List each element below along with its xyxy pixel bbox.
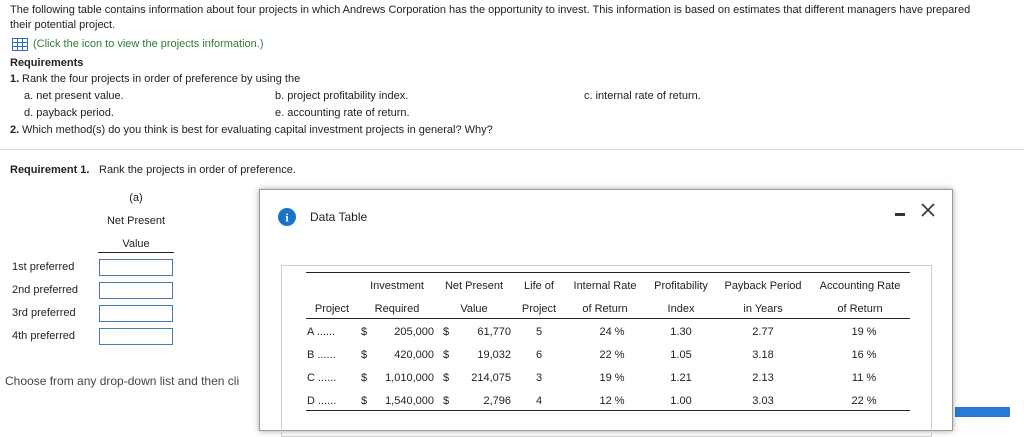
close-button[interactable] [921,203,935,217]
table-cell: $ [443,372,450,384]
dialog: i Data Table Investment Net Present Life o… [259,189,953,437]
table-cell: B ...... [307,349,336,361]
table-cell: 12 % [599,395,625,407]
table-cell: 3 [535,372,543,384]
table-cell: $ [361,326,368,338]
column-header: Index [667,303,695,315]
column-header: Net Present [444,280,504,292]
divider [0,149,1024,150]
table-cell: 61,770 [477,326,511,338]
grid-icon[interactable] [12,38,28,51]
row-label: 2nd preferred [12,284,79,296]
column-header: Value [460,303,488,315]
table-cell: 19,032 [477,349,511,361]
item-text: Rank the four projects in order of prefe… [22,73,301,85]
option: d. payback period. [24,107,114,119]
column-header: Accounting Rate [819,280,901,292]
instruction: Choose from any drop-down list and then … [5,374,240,388]
table-cell: 1,010,000 [385,372,434,384]
column-header: Life of [524,280,554,292]
table-cell: 4 [535,395,543,407]
table-cell: 11 % [851,372,877,384]
data-table-frame: Investment Net Present Life of Internal Rat… [281,265,932,437]
table-cell: $ [443,395,450,407]
table-rule [306,318,910,319]
table-cell: 6 [535,349,543,361]
requirements-heading: Requirements [10,57,84,69]
column-header: Value [122,238,150,250]
table-cell: $ [443,349,450,361]
table-cell: 1,540,000 [385,395,434,407]
option: e. accounting rate of return. [275,107,410,119]
table-cell: 214,075 [471,372,511,384]
minimize-button[interactable] [895,213,905,216]
table-rule [306,410,910,411]
button[interactable] [955,407,1010,417]
item-number: 2. [10,124,20,136]
table-cell: $ [361,349,368,361]
table-cell: 2,796 [483,395,511,407]
table-cell: 1.00 [670,395,692,407]
svg-text:i: i [285,211,289,225]
table-cell: D ...... [307,395,337,407]
info-link[interactable]: (Click the icon to view the projects inf… [33,38,264,50]
row-label: 4th preferred [12,330,75,342]
table-cell: 420,000 [394,349,434,361]
table-cell: 2.77 [752,326,774,338]
table-cell: $ [361,395,368,407]
table-rule [306,272,910,273]
column-header: Net Present [106,215,166,227]
table-cell: 1.21 [670,372,692,384]
table-cell: 205,000 [394,326,434,338]
table-cell: 3.18 [752,349,774,361]
table-cell: A ...... [307,326,336,338]
info-icon: i [278,208,296,226]
row-label: 3rd preferred [12,307,76,319]
table-cell: 22 % [851,395,877,407]
column-header: Project [314,303,350,315]
table-cell: 3.03 [752,395,774,407]
item-number: 1. [10,73,20,85]
table-cell: 22 % [599,349,625,361]
intro-line: The following table contains information… [10,4,971,16]
table-cell: 24 % [599,326,625,338]
column-header: Payback Period [724,280,802,292]
column-header: in Years [743,303,783,315]
table-cell: 19 % [851,326,877,338]
option: c. internal rate of return. [584,90,701,102]
item-text: Which method(s) do you think is best for… [22,124,493,136]
requirement-text: Rank the projects in order of preference… [99,164,296,176]
column-header: Profitability [654,280,708,292]
table-cell: $ [443,326,450,338]
table-cell: C ...... [307,372,337,384]
column-header: of Return [837,303,883,315]
column-header: Investment [370,280,424,292]
table-cell: $ [361,372,368,384]
answer-input[interactable] [99,328,173,345]
table-cell: 16 % [851,349,877,361]
option: a. net present value. [24,90,124,102]
table-cell: 5 [535,326,543,338]
column-header: Required [374,303,420,315]
dialog-title: Data Table [310,210,368,224]
page: {"intro": {"lines": ["The following tabl… [0,4,1024,437]
answer-input[interactable] [99,259,173,276]
row-label: 1st preferred [12,261,75,273]
header-rule [98,252,174,253]
table-cell: 1.05 [670,349,692,361]
table-cell: 2.13 [752,372,774,384]
intro-line: their potential project. [10,19,116,31]
requirement-label: Requirement 1. [10,164,90,176]
table-cell: 1.30 [670,326,692,338]
option: b. project profitability index. [275,90,409,102]
column-header: Project [521,303,557,315]
answer-input[interactable] [99,282,173,299]
column-header: (a) [129,192,143,204]
column-header: of Return [582,303,628,315]
column-header: Internal Rate [573,280,637,292]
answer-input[interactable] [99,305,173,322]
table-cell: 19 % [599,372,625,384]
